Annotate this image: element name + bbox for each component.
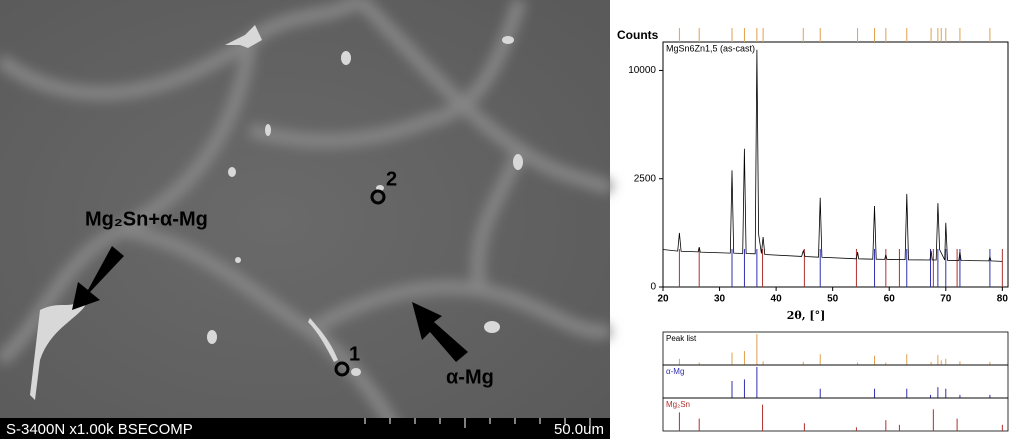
grain-boundaries bbox=[0, 0, 615, 443]
phase-label: Mg₂Sn+α-Mg bbox=[85, 208, 208, 230]
x-tick-label: 50 bbox=[827, 294, 839, 305]
phase-label: α-Mg bbox=[666, 367, 684, 376]
arrow bbox=[72, 246, 124, 310]
particles bbox=[30, 25, 523, 400]
y-tick-label: 10000 bbox=[628, 65, 656, 76]
phase-panel bbox=[662, 397, 1009, 432]
y-axis-label: Counts bbox=[617, 28, 659, 42]
phase-panel bbox=[662, 331, 1009, 366]
phase-label: Peak list bbox=[666, 334, 697, 343]
point-label: 1 bbox=[349, 343, 360, 365]
phase-panel bbox=[662, 364, 1009, 399]
chart-title: MgSn6Zn1,5 (as-cast) bbox=[666, 43, 755, 53]
x-tick-label: 30 bbox=[714, 294, 726, 305]
x-axis-label: 2θ, [°] bbox=[787, 309, 826, 322]
x-tick-label: 40 bbox=[771, 294, 783, 305]
scale-ticks bbox=[364, 418, 591, 428]
y-tick-label: 0 bbox=[650, 282, 656, 293]
y-tick-label: 2500 bbox=[634, 173, 657, 184]
pattern-line bbox=[662, 49, 1003, 262]
micrograph: 1 2 Mg₂Sn+α-Mg α-Mg S-3400N x1.00k BSECO… bbox=[0, 0, 615, 443]
point-marker bbox=[334, 361, 350, 377]
info-bar bbox=[0, 418, 610, 439]
x-tick-label: 20 bbox=[657, 294, 669, 305]
x-tick-label: 60 bbox=[884, 294, 896, 305]
sem-background bbox=[0, 0, 610, 439]
arrow bbox=[412, 302, 468, 362]
phase-label: α-Mg bbox=[446, 366, 494, 388]
x-tick-label: 70 bbox=[940, 294, 952, 305]
x-tick-label: 80 bbox=[997, 294, 1009, 305]
info-text: S-3400N x1.00k BSECOMP bbox=[6, 421, 193, 438]
point-label: 2 bbox=[386, 168, 397, 190]
point-marker bbox=[370, 189, 386, 205]
xrd-chart: Counts MgSn6Zn1,5 (as-cast) 2θ, [°] 0 250… bbox=[617, 28, 1009, 432]
plot-frame bbox=[662, 41, 1009, 288]
phase-label: Mg₂Sn bbox=[666, 400, 690, 409]
scale-text: 50.0um bbox=[554, 421, 604, 438]
